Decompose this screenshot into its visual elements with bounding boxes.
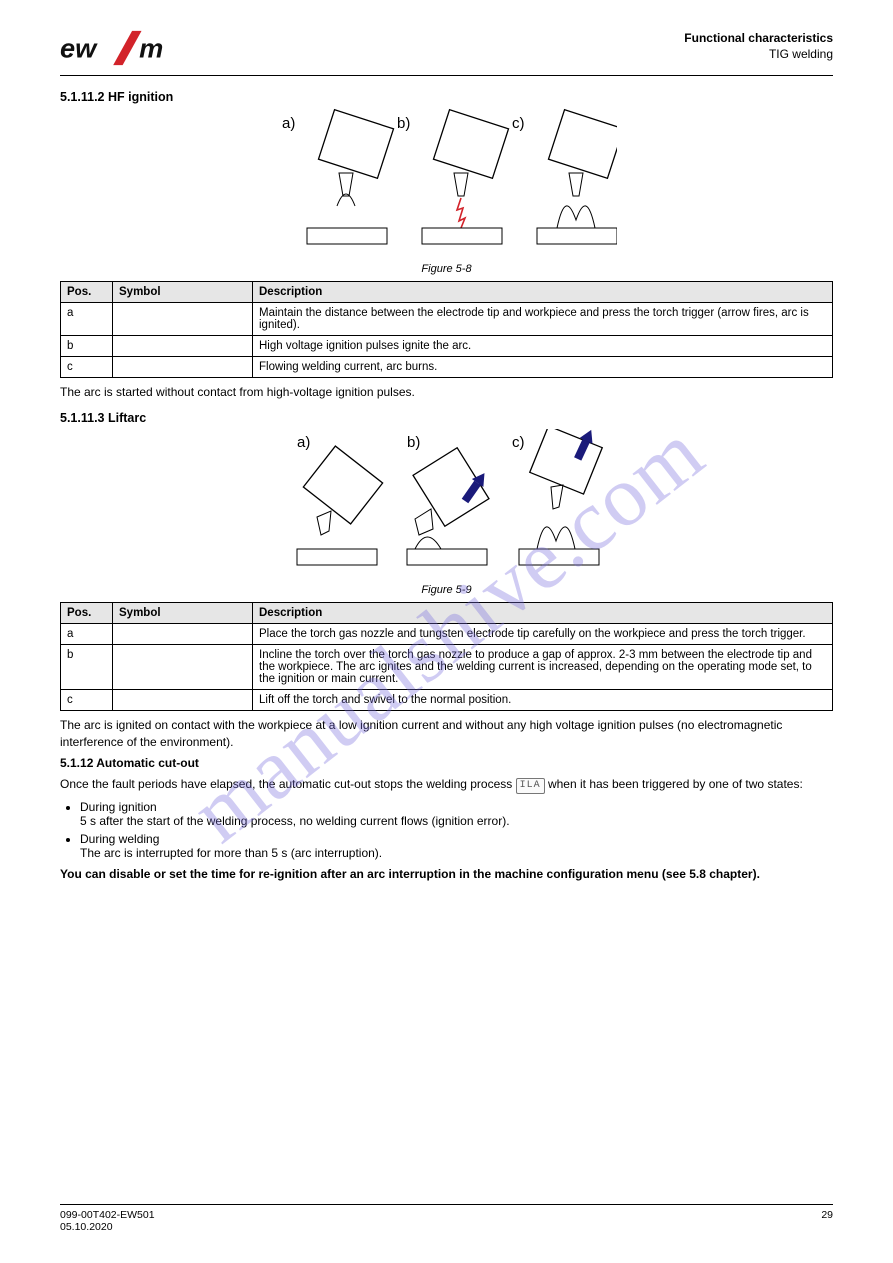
table-liftarc: Pos. Symbol Description a Place the torc… <box>60 602 833 711</box>
table-row: b High voltage ignition pulses ignite th… <box>61 336 833 357</box>
cell-pos: a <box>61 623 113 644</box>
col-symbol: Symbol <box>113 282 253 303</box>
ewm-logo: ew m <box>60 30 190 69</box>
table-row: c Lift off the torch and swivel to the n… <box>61 689 833 710</box>
doc-number: 099-00T402-EW501 <box>60 1209 155 1221</box>
cell-pos: c <box>61 357 113 378</box>
col-desc: Description <box>253 282 833 303</box>
page-footer: 099-00T402-EW501 05.10.2020 29 <box>60 1204 833 1233</box>
figure-5-9-caption: Figure 5-9 <box>60 584 833 596</box>
section-liftarc-title: 5.1.11.3 Liftarc <box>60 411 833 425</box>
list-item: During ignition 5 s after the start of t… <box>80 800 833 828</box>
doc-date: 05.10.2020 <box>60 1221 155 1233</box>
lead-pre: Once the fault periods have elapsed, the… <box>60 777 516 791</box>
svg-text:c): c) <box>512 115 525 132</box>
bullet-label: During welding <box>80 832 159 846</box>
svg-text:a): a) <box>282 115 295 132</box>
col-desc: Description <box>253 602 833 623</box>
auto-cutout-note: You can disable or set the time for re-i… <box>60 866 833 883</box>
col-symbol: Symbol <box>113 602 253 623</box>
svg-text:m: m <box>139 32 163 63</box>
svg-text:a): a) <box>297 434 310 451</box>
header-title-block: Functional characteristics TIG welding <box>684 30 833 62</box>
cell-desc: Flowing welding current, arc burns. <box>253 357 833 378</box>
hf-ignition-body: The arc is started without contact from … <box>60 384 833 401</box>
page-content: ew m Functional characteristics TIG weld… <box>0 0 893 919</box>
bullet-text: 5 s after the start of the welding proce… <box>80 814 510 828</box>
cell-pos: b <box>61 644 113 689</box>
cell-symbol <box>113 357 253 378</box>
section-auto-cutout-title: 5.1.12 Automatic cut-out <box>60 756 833 770</box>
cell-symbol <box>113 336 253 357</box>
svg-text:c): c) <box>512 434 525 451</box>
svg-text:ew: ew <box>60 32 98 63</box>
footer-right: 29 <box>821 1209 833 1233</box>
cell-pos: b <box>61 336 113 357</box>
svg-text:b): b) <box>397 115 410 132</box>
table-row: c Flowing welding current, arc burns. <box>61 357 833 378</box>
cell-desc: Incline the torch over the torch gas noz… <box>253 644 833 689</box>
list-item: During welding The arc is interrupted fo… <box>80 832 833 860</box>
cell-desc: Lift off the torch and swivel to the nor… <box>253 689 833 710</box>
cell-pos: a <box>61 303 113 336</box>
cell-symbol <box>113 623 253 644</box>
lead-post: when it has been triggered by one of two… <box>548 777 803 791</box>
table-row: a Maintain the distance between the elec… <box>61 303 833 336</box>
figure-5-9: a) b) c) <box>60 429 833 582</box>
header-title: Functional characteristics <box>684 30 833 46</box>
figure-5-8-caption: Figure 5-8 <box>60 263 833 275</box>
cell-desc: Maintain the distance between the electr… <box>253 303 833 336</box>
table-row: a Place the torch gas nozzle and tungste… <box>61 623 833 644</box>
header-subtitle: TIG welding <box>684 46 833 62</box>
auto-cutout-lead: Once the fault periods have elapsed, the… <box>60 776 833 794</box>
lcd-icon: ILA <box>516 778 545 794</box>
page-header: ew m Functional characteristics TIG weld… <box>60 30 833 76</box>
svg-text:b): b) <box>407 434 420 451</box>
figure-5-8: a) b) c) <box>60 108 833 261</box>
footer-left: 099-00T402-EW501 05.10.2020 <box>60 1209 155 1233</box>
cell-symbol <box>113 644 253 689</box>
cell-pos: c <box>61 689 113 710</box>
col-pos: Pos. <box>61 282 113 303</box>
col-pos: Pos. <box>61 602 113 623</box>
bullet-label: During ignition <box>80 800 157 814</box>
table-hf-ignition: Pos. Symbol Description a Maintain the d… <box>60 281 833 378</box>
liftarc-body: The arc is ignited on contact with the w… <box>60 717 833 751</box>
cell-symbol <box>113 303 253 336</box>
cell-desc: High voltage ignition pulses ignite the … <box>253 336 833 357</box>
cell-symbol <box>113 689 253 710</box>
cell-desc: Place the torch gas nozzle and tungsten … <box>253 623 833 644</box>
section-hf-ignition-title: 5.1.11.2 HF ignition <box>60 90 833 104</box>
bullet-text: The arc is interrupted for more than 5 s… <box>80 846 382 860</box>
table-row: b Incline the torch over the torch gas n… <box>61 644 833 689</box>
